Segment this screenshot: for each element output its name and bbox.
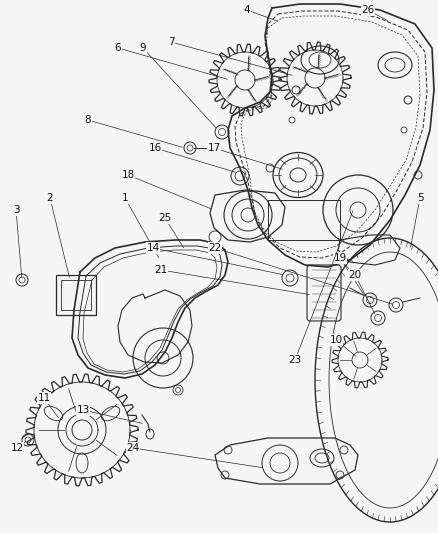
Text: 16: 16 xyxy=(148,143,162,153)
Ellipse shape xyxy=(146,429,154,439)
Text: 5: 5 xyxy=(417,193,423,203)
Text: 12: 12 xyxy=(11,443,24,453)
Text: 17: 17 xyxy=(207,143,221,153)
Text: 18: 18 xyxy=(121,170,134,180)
Text: 11: 11 xyxy=(37,393,51,403)
Text: 10: 10 xyxy=(329,335,343,345)
Text: 1: 1 xyxy=(122,193,128,203)
Text: 4: 4 xyxy=(244,5,250,15)
Text: 24: 24 xyxy=(127,443,140,453)
Text: 20: 20 xyxy=(349,270,361,280)
Text: 25: 25 xyxy=(159,213,172,223)
Text: 8: 8 xyxy=(85,115,91,125)
Text: 9: 9 xyxy=(140,43,146,53)
Text: 6: 6 xyxy=(115,43,121,53)
Text: 13: 13 xyxy=(76,405,90,415)
Text: 2: 2 xyxy=(47,193,53,203)
Text: 23: 23 xyxy=(288,355,302,365)
Text: 21: 21 xyxy=(154,265,168,275)
Text: 3: 3 xyxy=(13,205,19,215)
Text: 7: 7 xyxy=(168,37,174,47)
Text: 26: 26 xyxy=(361,5,374,15)
Text: 14: 14 xyxy=(146,243,159,253)
Text: 19: 19 xyxy=(333,253,346,263)
Text: 22: 22 xyxy=(208,243,222,253)
